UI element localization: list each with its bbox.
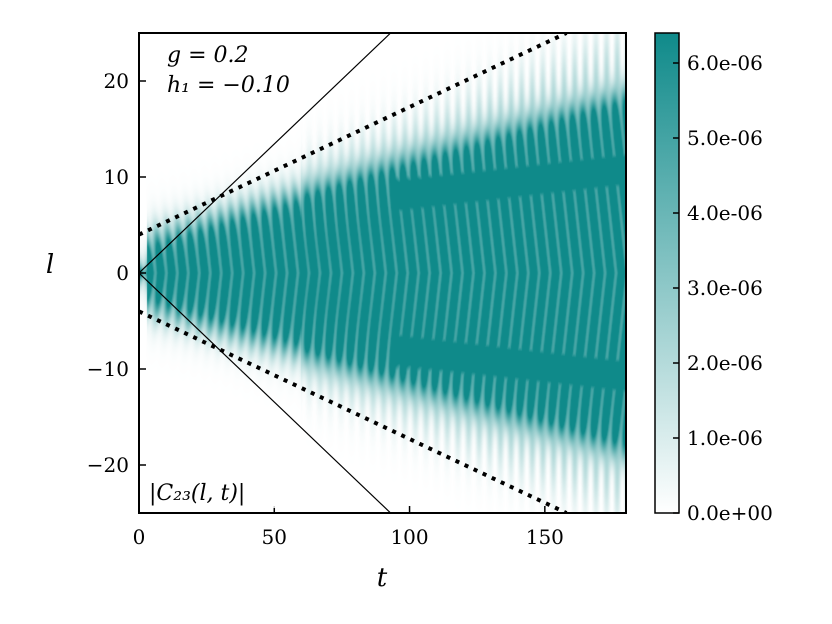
- x-tick-label: 100: [390, 525, 428, 549]
- y-tick-label: 0: [116, 261, 129, 285]
- x-tick-label: 50: [262, 525, 287, 549]
- colorbar-tick-label: 0.0e+00: [687, 501, 773, 525]
- colorbar-ticks: 0.0e+00 1.0e-06 2.0e-06 3.0e-06 4.0e-06 5.0e-…: [673, 51, 773, 525]
- y-tick-label: 10: [104, 165, 129, 189]
- colorbar-tick-label: 1.0e-06: [687, 426, 763, 450]
- colorbar: [654, 32, 680, 514]
- x-tick-label: 0: [133, 525, 146, 549]
- y-tick-label: −10: [87, 357, 129, 381]
- annotation-background: [160, 38, 318, 100]
- colorbar-tick-label: 3.0e-06: [687, 276, 763, 300]
- y-tick-label: −20: [87, 453, 129, 477]
- colorbar-tick-label: 5.0e-06: [687, 126, 763, 150]
- annotation-g: g = 0.2: [167, 43, 249, 68]
- x-axis-ticks: 0 50 100 150: [133, 506, 564, 549]
- y-axis-ticks: −20 −10 0 10 20: [87, 69, 146, 477]
- colorbar-tick-label: 2.0e-06: [687, 351, 763, 375]
- light-cone-dotted-upper: [139, 33, 568, 237]
- colorbar-tick-label: 4.0e-06: [687, 201, 763, 225]
- light-cone-solid-lower: [139, 272, 392, 513]
- colorbar-tick-label: 6.0e-06: [687, 51, 763, 75]
- quantity-background: [144, 474, 282, 508]
- annotation-h1: h₁ = −0.10: [167, 73, 290, 98]
- light-cone-solid-upper: [139, 33, 392, 274]
- heatmap-raster: [139, 33, 626, 513]
- y-axis-title: l: [46, 250, 54, 280]
- x-axis-title: t: [377, 563, 388, 593]
- light-cone-dotted-lower: [139, 309, 568, 513]
- y-tick-label: 20: [104, 69, 129, 93]
- annotation-quantity: |C₂₃(l, t)|: [149, 481, 245, 506]
- x-tick-label: 150: [526, 525, 564, 549]
- heatmap-cells: [139, 33, 626, 513]
